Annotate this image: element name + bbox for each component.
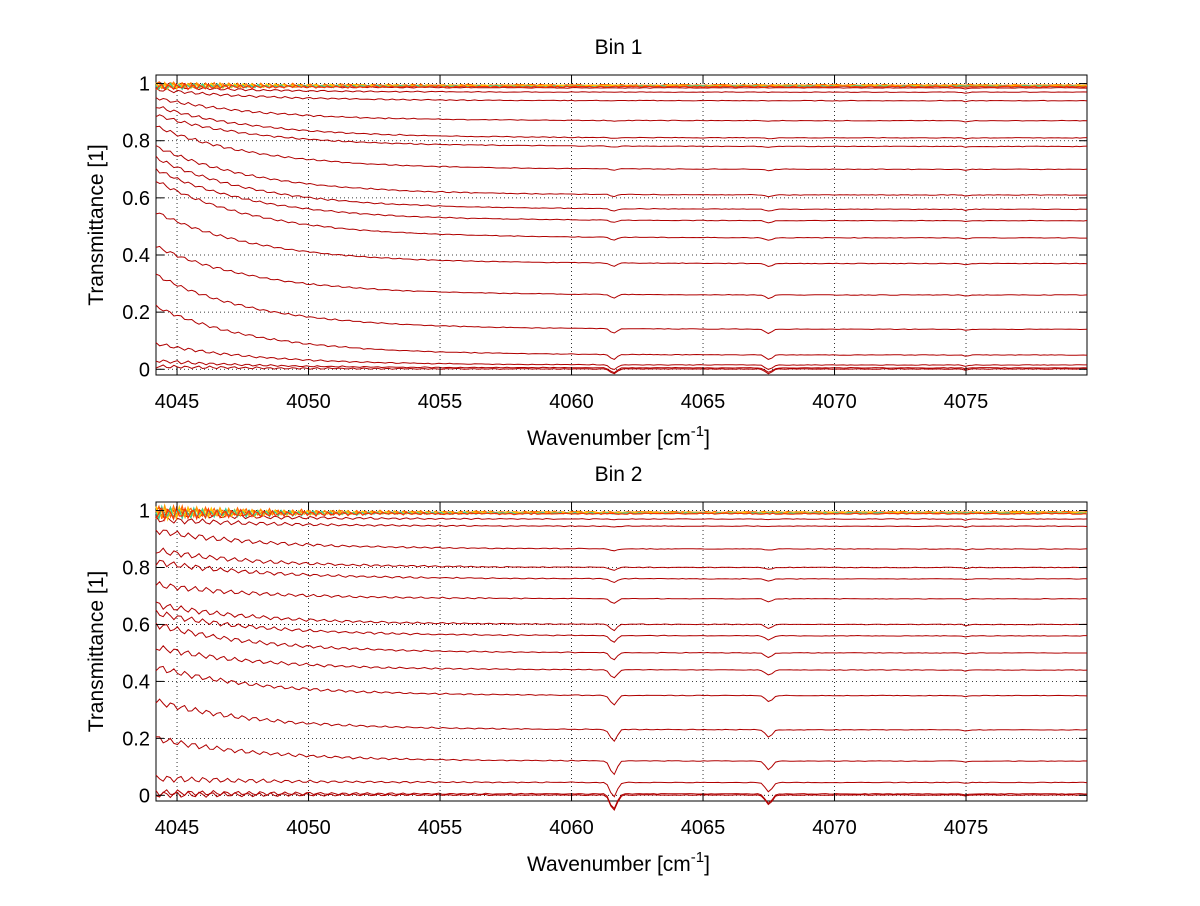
x-axis-label: Wavenumber [cm-1] [527,423,710,450]
x-axis-label: Wavenumber [cm-1] [527,849,710,876]
series-line [155,789,1088,810]
x-tick-label: 4060 [549,391,594,413]
series-line [155,364,1088,375]
x-tick-label: 4055 [418,391,463,413]
series-line [155,145,1088,198]
plot-area [155,74,1088,376]
y-axis-label: Transmittance [1] [85,144,108,305]
series-line-noisy [155,82,1088,91]
series-line [155,304,1088,360]
series-line [155,665,1088,706]
y-tick-label: 0 [139,359,150,381]
series-line [155,212,1088,268]
series-line [155,114,1088,148]
y-tick-label: 0.8 [122,131,150,153]
y-tick-label: 0.4 [122,671,150,693]
series-line [155,510,1088,521]
x-tick-label: 4060 [549,817,594,839]
x-tick-label: 4065 [681,817,726,839]
series-line [155,87,1088,103]
series-line [155,774,1088,798]
series-line [155,547,1088,571]
chart-panel-2: 4045 4050 4055 4060 4065 4070 4075 0 0.2 0.4 0.6 0.… [85,463,1088,876]
series-line [155,84,1088,94]
y-tick-label: 1 [139,74,150,96]
y-tick-label: 0.2 [122,728,150,750]
series-line [155,359,1088,374]
x-tick-label: 4055 [418,817,463,839]
y-tick-label: 0.6 [122,614,150,636]
series-line [155,181,1087,241]
y-tick-label: 0.6 [122,188,150,210]
series-line [155,515,1088,529]
y-tick-label: 0.4 [122,245,150,267]
x-tick-label: 4070 [812,391,857,413]
x-tick-label: 4075 [944,391,989,413]
series-line [155,581,1088,604]
series-line [155,125,1088,172]
series-line [155,790,1088,812]
series-line [155,622,1087,661]
series-line [155,97,1088,123]
y-tick-label: 0.2 [122,302,150,324]
x-tick-label: 4075 [944,817,989,839]
series-line [155,342,1087,371]
series-line [155,106,1088,140]
y-tick-label: 1 [139,501,150,523]
y-axis-label: Transmittance [1] [85,571,108,732]
series-line [155,736,1088,776]
chart-title: Bin 2 [595,463,643,486]
series-line [155,645,1088,679]
series-line [155,601,1087,632]
series-line [155,168,1088,224]
x-tick-label: 4045 [155,817,200,839]
series-line [155,273,1088,335]
x-tick-label: 4050 [286,817,331,839]
chart-title: Bin 1 [595,36,643,59]
series-line [155,155,1088,212]
x-tick-label: 4070 [812,817,857,839]
series-line [155,559,1088,584]
plot-area [155,501,1088,802]
x-tick-label: 4050 [286,391,331,413]
chart-panel-1: 4045 4050 4055 4060 4065 4070 4075 0 0.2 0.4 0.6 0.… [85,36,1088,450]
y-tick-label: 0 [139,785,150,807]
series-line-noisy [155,505,1088,522]
x-tick-label: 4065 [681,391,726,413]
y-tick-label: 0.8 [122,557,150,579]
series-line [155,529,1088,552]
x-tick-label: 4045 [155,391,200,413]
series-line [155,245,1088,300]
series-line [155,698,1088,743]
series-line [155,609,1087,643]
